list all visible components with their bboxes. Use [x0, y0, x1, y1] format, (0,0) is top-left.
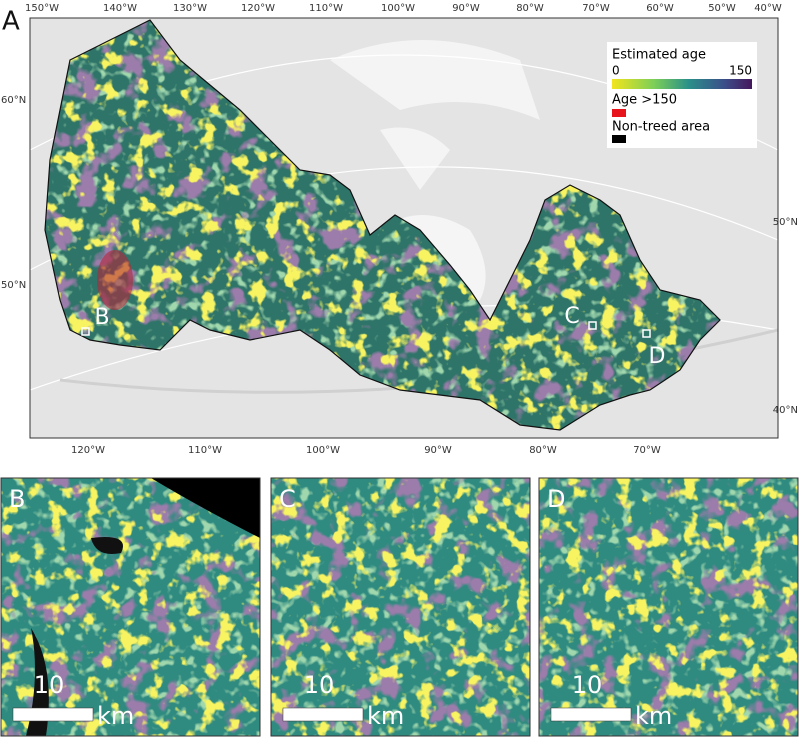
- site-box: [81, 327, 90, 336]
- site-box: [642, 329, 651, 338]
- colorbar: [612, 79, 752, 89]
- scale-bar: [282, 707, 364, 722]
- longitude-label: 90°W: [452, 3, 480, 14]
- legend-nontreed: Non-treed area: [612, 120, 710, 135]
- inset-label: B: [9, 485, 25, 513]
- longitude-label: 40°W: [754, 3, 782, 14]
- latitude-label: 60°N: [1, 95, 26, 106]
- raster-yellow: [271, 478, 530, 736]
- inset-panel: B 10 km: [0, 477, 261, 737]
- scale-value: 10: [304, 671, 335, 699]
- longitude-label: 70°W: [633, 445, 661, 456]
- latitude-label: 40°N: [773, 405, 798, 416]
- inset-panel: D 10 km: [538, 477, 799, 737]
- longitude-label: 50°W: [708, 3, 736, 14]
- insets: B 10 km C 10 km D 10 km: [0, 477, 799, 737]
- longitude-label: 140°W: [103, 3, 137, 14]
- legend-nontreed-swatch: [612, 135, 626, 143]
- latitude-label: 50°N: [1, 280, 26, 291]
- raster-yellow: [539, 478, 798, 736]
- longitude-label: 80°W: [516, 3, 544, 14]
- longitude-label: 60°W: [646, 3, 674, 14]
- legend-min: 0: [612, 64, 620, 78]
- longitude-label: 110°W: [188, 445, 222, 456]
- legend-title: Estimated age: [612, 48, 706, 63]
- site-boxes: [81, 321, 651, 338]
- scale-unit: km: [367, 702, 404, 730]
- inset-frame: [270, 477, 531, 737]
- legend-over-swatch: [612, 109, 626, 117]
- longitude-label: 110°W: [309, 3, 343, 14]
- latitude-label: 50°N: [773, 217, 798, 228]
- main-map: [30, 18, 778, 438]
- panel-label: A: [2, 7, 20, 37]
- scale-unit: km: [635, 702, 672, 730]
- legend-over: Age >150: [612, 93, 677, 108]
- longitude-label: 150°W: [25, 3, 59, 14]
- non-treed-area: [151, 478, 260, 538]
- inset-frame: [538, 477, 799, 737]
- arctic-islands: [330, 40, 540, 190]
- scale-bar: [550, 707, 632, 722]
- canada-outline: [44, 19, 721, 431]
- inset-raster: [1, 478, 260, 736]
- longitude-label: 90°W: [424, 445, 452, 456]
- coordinate-labels: 150°W 140°W 130°W 120°W 110°W 100°W 90°W 80°W 70…: [1, 3, 798, 456]
- longitude-label: 120°W: [241, 3, 275, 14]
- inset-frame: [0, 477, 261, 737]
- longitude-label: 100°W: [381, 3, 415, 14]
- inset-raster: [271, 478, 530, 736]
- longitude-label: 120°W: [71, 445, 105, 456]
- old-forest-area: [97, 250, 133, 310]
- main-frame: [29, 17, 779, 439]
- longitude-label: 130°W: [173, 3, 207, 14]
- scale-bar: [12, 707, 94, 722]
- site-marker: D: [649, 344, 666, 369]
- longitude-label: 80°W: [529, 445, 557, 456]
- legend: Estimated age 0 150 Age >150 Non-treed a…: [607, 42, 757, 148]
- inset-label: C: [279, 485, 296, 513]
- site-box: [588, 321, 597, 330]
- legend-max: 150: [729, 64, 752, 78]
- scale-unit: km: [97, 702, 134, 730]
- site-marker: C: [564, 304, 579, 329]
- site-marker: B: [94, 305, 109, 330]
- inset-label: D: [547, 485, 565, 513]
- inset-panel: C 10 km: [270, 477, 531, 737]
- inset-raster: [539, 478, 798, 736]
- scale-value: 10: [34, 671, 65, 699]
- longitude-label: 100°W: [306, 445, 340, 456]
- legend-box: [607, 42, 757, 148]
- scale-value: 10: [572, 671, 603, 699]
- longitude-label: 70°W: [582, 3, 610, 14]
